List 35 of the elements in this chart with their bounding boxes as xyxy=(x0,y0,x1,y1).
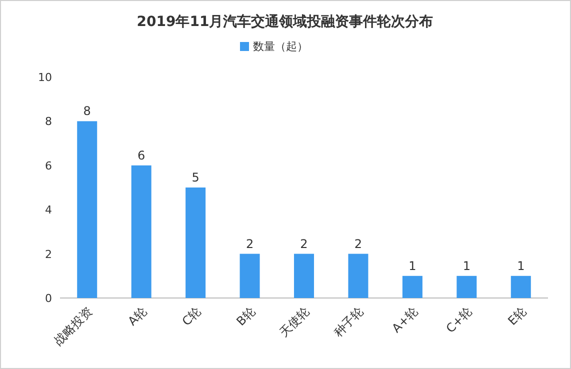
data-label: 1 xyxy=(462,258,470,273)
x-tick-label: 种子轮 xyxy=(330,304,366,340)
data-label: 2 xyxy=(300,236,308,251)
bar xyxy=(402,276,422,298)
x-tick-label: C+轮 xyxy=(443,304,475,336)
x-tick-label: 战略投资 xyxy=(51,304,96,348)
y-tick-label: 4 xyxy=(45,204,52,217)
x-tick-label: C轮 xyxy=(179,304,204,329)
bar xyxy=(456,276,477,298)
x-tick-label: A轮 xyxy=(125,304,150,328)
data-label: 2 xyxy=(354,236,362,251)
bar xyxy=(77,121,98,298)
x-tick-label: 天使轮 xyxy=(276,304,312,340)
data-label: 6 xyxy=(138,148,146,162)
data-label: 5 xyxy=(192,170,200,184)
data-label: 2 xyxy=(246,236,254,251)
data-label: 1 xyxy=(517,258,525,273)
x-tick-label: A+轮 xyxy=(389,304,421,336)
y-tick-label: 6 xyxy=(45,159,52,172)
y-tick-label: 0 xyxy=(45,292,52,305)
x-tick-label: B轮 xyxy=(234,304,258,328)
chart-title: 2019年11月汽车交通领域投融资事件轮次分布 xyxy=(136,13,434,30)
legend-label: 数量（起） xyxy=(253,40,308,53)
y-tick-label: 8 xyxy=(45,115,52,128)
bar xyxy=(348,254,368,298)
bar xyxy=(131,165,152,298)
bar xyxy=(510,276,531,298)
x-tick-label: E轮 xyxy=(505,304,530,328)
bar xyxy=(294,254,314,298)
y-tick-label: 2 xyxy=(45,248,52,261)
data-label: 8 xyxy=(83,104,91,118)
data-label: 1 xyxy=(408,258,416,273)
y-tick-label: 10 xyxy=(38,71,52,84)
bar xyxy=(186,188,206,298)
bar xyxy=(240,254,260,298)
